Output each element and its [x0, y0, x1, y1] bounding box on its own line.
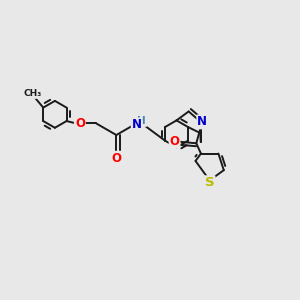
Text: CH₃: CH₃ [24, 89, 42, 98]
Text: S: S [205, 176, 214, 189]
Text: N: N [197, 116, 207, 128]
Text: H: H [137, 116, 146, 126]
Text: O: O [111, 152, 121, 165]
Text: O: O [75, 117, 85, 130]
Text: O: O [169, 135, 180, 148]
Text: N: N [132, 118, 142, 131]
